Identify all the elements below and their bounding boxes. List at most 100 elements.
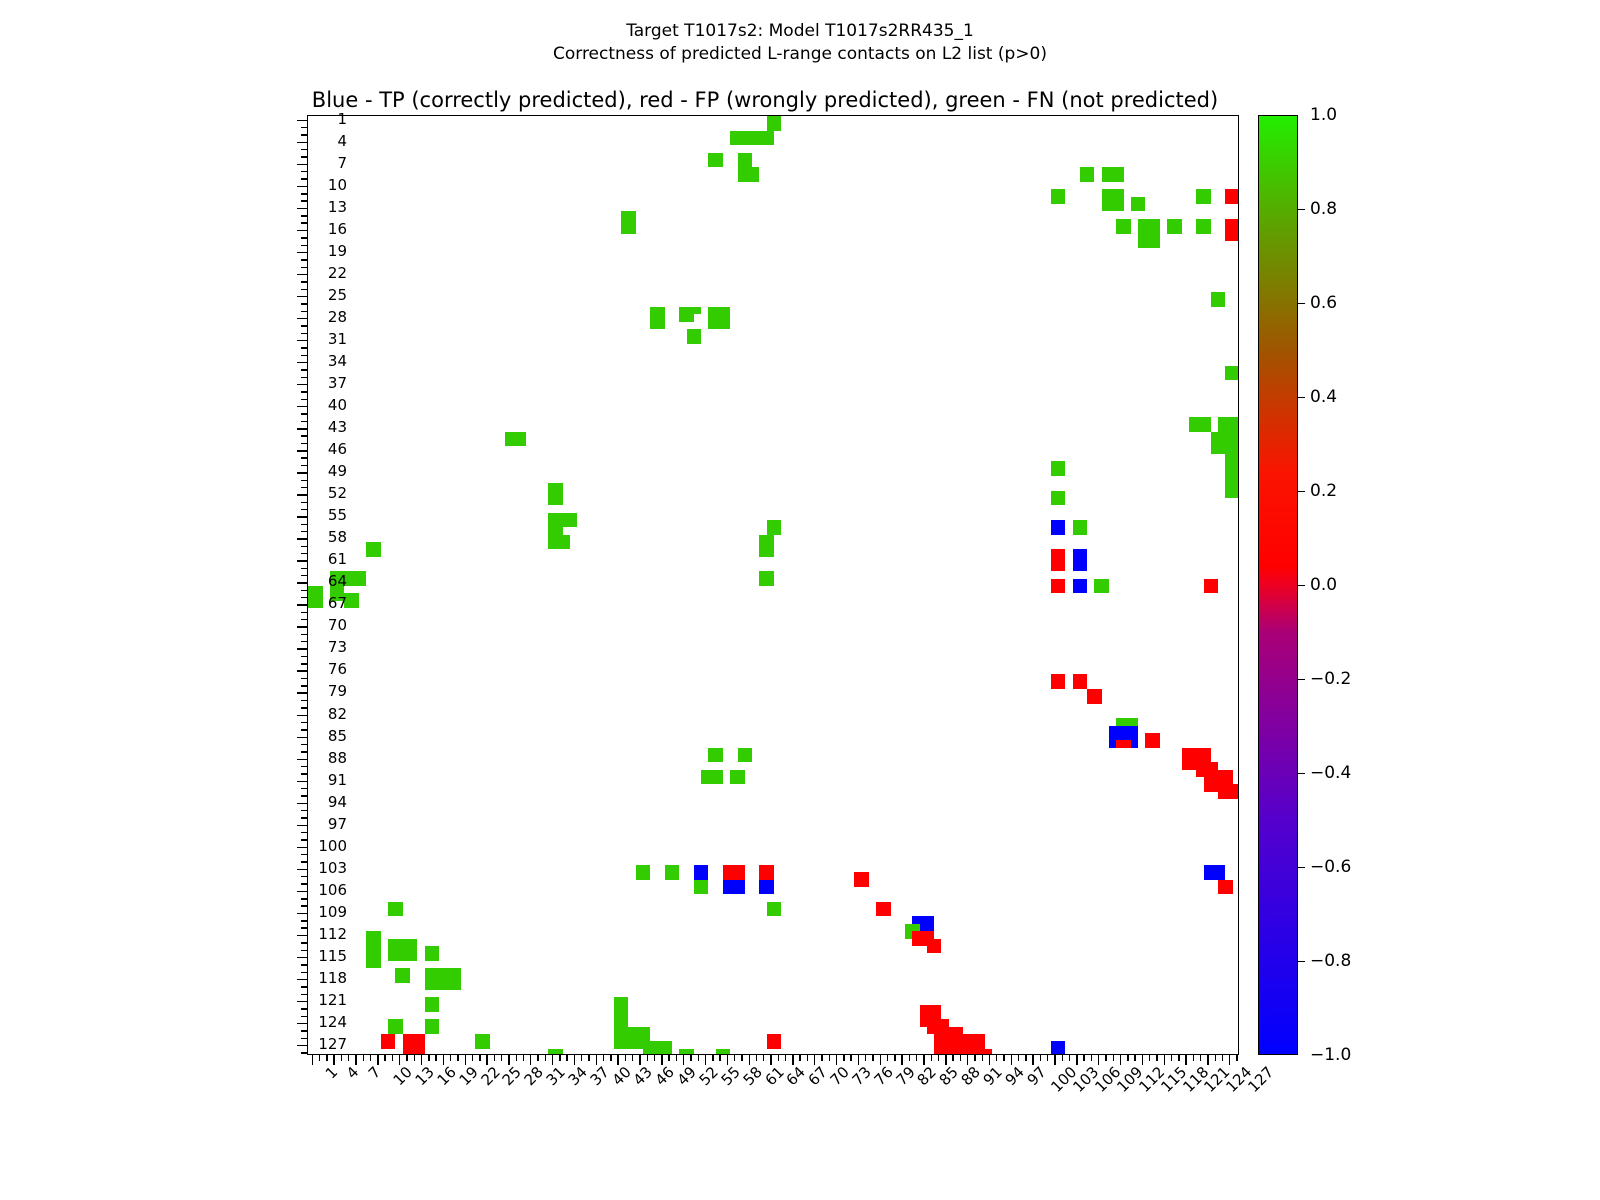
x-tick	[1047, 1054, 1049, 1061]
y-axis-tick-label: 91	[327, 770, 347, 789]
x-tick	[879, 1054, 881, 1065]
x-tick	[581, 1054, 583, 1061]
x-tick	[1178, 1054, 1180, 1061]
y-tick	[301, 832, 308, 834]
x-tick	[777, 1054, 780, 1061]
x-tick	[1017, 1054, 1020, 1061]
y-tick	[301, 127, 308, 129]
y-tick	[297, 207, 308, 210]
colorbar-tick-label: 0.6	[1310, 293, 1338, 313]
contact-cell-fp	[926, 938, 942, 954]
x-tick	[1148, 1054, 1151, 1061]
y-tick	[297, 868, 308, 871]
colorbar-tick	[1298, 491, 1305, 493]
contact-cell-fn	[1050, 189, 1066, 205]
y-tick	[301, 567, 308, 570]
x-tick	[1127, 1054, 1129, 1061]
y-tick	[297, 141, 308, 144]
x-axis-tick-label: 97	[1023, 1063, 1050, 1090]
contact-cell-fp	[1225, 189, 1238, 205]
x-tick	[435, 1054, 437, 1061]
y-tick	[301, 949, 308, 951]
y-tick	[301, 413, 308, 415]
y-axis-tick-label: 127	[318, 1034, 347, 1053]
x-tick	[646, 1054, 648, 1061]
contact-cell-fn	[1101, 167, 1124, 183]
y-axis-tick-label: 46	[327, 440, 347, 459]
y-axis-tick-label: 73	[327, 638, 347, 657]
x-tick	[1119, 1054, 1122, 1065]
x-tick	[828, 1054, 830, 1061]
y-tick	[301, 288, 308, 290]
contact-cell-fn	[766, 901, 782, 917]
x-tick	[1061, 1054, 1063, 1061]
x-tick	[988, 1054, 991, 1065]
x-tick	[1076, 1054, 1078, 1065]
y-tick	[301, 765, 308, 768]
x-tick	[821, 1054, 823, 1061]
x-tick	[1134, 1054, 1136, 1061]
contact-cell-fn	[388, 901, 403, 917]
x-tick	[624, 1054, 627, 1061]
y-axis-tick-label: 4	[337, 131, 347, 150]
x-tick	[457, 1054, 459, 1061]
contact-cell-fn	[344, 593, 359, 609]
contact-cell-fn	[1225, 365, 1238, 381]
x-tick	[1207, 1054, 1209, 1065]
x-tick	[428, 1054, 430, 1061]
x-tick	[690, 1054, 692, 1061]
contact-cell-fn	[657, 1041, 673, 1054]
y-tick	[301, 237, 308, 239]
y-axis-tick-label: 52	[327, 484, 347, 503]
contact-cell-fn	[737, 152, 753, 168]
y-tick	[301, 677, 308, 680]
contact-cell-fn	[1072, 519, 1088, 535]
contact-cell-fn	[366, 945, 381, 968]
y-tick	[301, 391, 308, 393]
y-tick	[301, 244, 308, 246]
x-tick	[1141, 1054, 1144, 1065]
x-tick	[1156, 1054, 1158, 1061]
x-tick	[1054, 1054, 1056, 1065]
y-axis-tick-label: 121	[318, 990, 347, 1009]
colorbar-tick	[1298, 303, 1305, 305]
y-tick	[297, 185, 308, 188]
contact-cell-fn	[1116, 218, 1131, 234]
y-tick	[301, 751, 308, 753]
x-tick	[857, 1054, 860, 1065]
y-tick	[297, 846, 308, 849]
x-tick	[966, 1054, 969, 1065]
y-axis-tick-label: 85	[327, 726, 347, 745]
y-tick	[301, 619, 308, 621]
contact-cell-layer	[308, 116, 1238, 1054]
x-tick	[661, 1054, 663, 1065]
y-axis-tick-label: 16	[327, 219, 347, 238]
y-tick	[301, 501, 308, 503]
contact-cell-fn	[693, 879, 709, 895]
contact-cell-fp	[1050, 674, 1066, 689]
y-tick	[297, 626, 308, 628]
x-tick	[872, 1054, 874, 1061]
x-tick	[974, 1054, 976, 1061]
x-tick	[479, 1054, 481, 1061]
title-line-2: Correctness of predicted L-range contact…	[552, 43, 1047, 64]
y-tick	[301, 457, 308, 459]
y-axis-tick-label: 40	[327, 396, 347, 415]
y-tick	[301, 303, 308, 305]
y-tick	[301, 134, 308, 136]
contact-cell-fn	[388, 1019, 403, 1034]
y-tick	[301, 876, 308, 878]
x-tick	[1003, 1054, 1005, 1061]
x-tick	[937, 1054, 940, 1061]
contact-cell-fn	[1225, 475, 1238, 498]
x-tick	[741, 1054, 743, 1061]
y-axis-tick-label: 82	[327, 704, 347, 723]
y-tick	[301, 398, 308, 401]
colorbar-tick	[1298, 773, 1305, 775]
x-tick	[391, 1054, 394, 1061]
y-tick	[297, 163, 308, 166]
x-tick	[1199, 1054, 1202, 1061]
x-axis-tick-label: 1	[321, 1063, 341, 1083]
y-axis-tick-label: 70	[327, 616, 347, 635]
x-tick	[566, 1054, 568, 1061]
